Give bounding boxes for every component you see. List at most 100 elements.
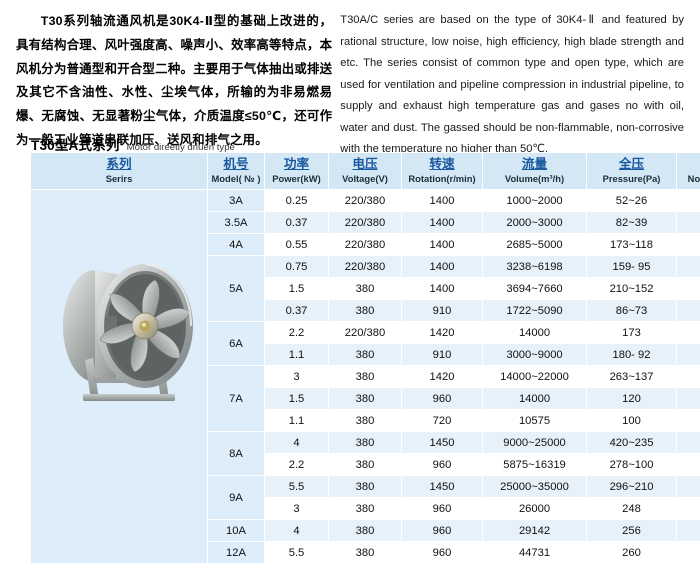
cell-model: 12A bbox=[208, 542, 265, 564]
cell-volume: 14000 bbox=[483, 388, 587, 410]
cell-voltage: 220/380 bbox=[329, 322, 402, 344]
cell-pressure: 210~152 bbox=[587, 278, 677, 300]
cell-power: 2.2 bbox=[265, 454, 329, 476]
cell-rotation: 1450 bbox=[402, 432, 483, 454]
cell-model: 7A bbox=[208, 366, 265, 432]
cell-pressure: 278~100 bbox=[587, 454, 677, 476]
cell-power: 0.75 bbox=[265, 256, 329, 278]
cell-pressure: 420~235 bbox=[587, 432, 677, 454]
column-header-voltage: 电压 Voltage(V) bbox=[329, 153, 402, 190]
cell-rotation: 1400 bbox=[402, 190, 483, 212]
column-header-volume: 流量 Volume(m³/h) bbox=[483, 153, 587, 190]
cell-volume: 1000~2000 bbox=[483, 190, 587, 212]
column-header-series: 系列 Serirs bbox=[31, 153, 208, 190]
cell-rotation: 1450 bbox=[402, 476, 483, 498]
cell-power: 1.1 bbox=[265, 410, 329, 432]
column-header-pressure: 全压 Pressure(Pa) bbox=[587, 153, 677, 190]
header-cn: 噪声 bbox=[677, 157, 700, 172]
spec-table-head: 系列 Serirs 机号 Model( № ) 功率 Power(kW) 电压 … bbox=[31, 153, 700, 190]
cell-noise: ≤ 73 bbox=[677, 300, 700, 322]
cell-noise: ≤ 79 bbox=[677, 278, 700, 300]
cell-power: 3 bbox=[265, 366, 329, 388]
cell-pressure: 120 bbox=[587, 388, 677, 410]
cell-rotation: 1400 bbox=[402, 256, 483, 278]
cell-pressure: 100 bbox=[587, 410, 677, 432]
spec-table: 系列 Serirs 机号 Model( № ) 功率 Power(kW) 电压 … bbox=[30, 152, 700, 564]
cell-voltage: 220/380 bbox=[329, 256, 402, 278]
header-en: Noise dB(A) bbox=[677, 173, 700, 185]
cell-model: 8A bbox=[208, 432, 265, 476]
cell-power: 1.1 bbox=[265, 344, 329, 366]
header-cn: 转速 bbox=[402, 157, 482, 172]
cell-power: 1.5 bbox=[265, 278, 329, 300]
header-cn: 全压 bbox=[587, 157, 676, 172]
series-name-english: Motor direetly driuen type bbox=[31, 379, 207, 391]
cell-power: 0.25 bbox=[265, 190, 329, 212]
intro-text-english: T30A/C series are based on the type of 3… bbox=[340, 10, 684, 161]
cell-volume: 2000~3000 bbox=[483, 212, 587, 234]
cell-volume: 2685~5000 bbox=[483, 234, 587, 256]
cell-rotation: 960 bbox=[402, 388, 483, 410]
cell-voltage: 380 bbox=[329, 542, 402, 564]
column-header-model: 机号 Model( № ) bbox=[208, 153, 265, 190]
header-cn: 流量 bbox=[483, 157, 586, 172]
cell-power: 5.5 bbox=[265, 476, 329, 498]
column-header-power: 功率 Power(kW) bbox=[265, 153, 329, 190]
cell-pressure: 248 bbox=[587, 498, 677, 520]
cell-pressure: 159- 95 bbox=[587, 256, 677, 278]
cell-model: 6A bbox=[208, 322, 265, 366]
cell-voltage: 380 bbox=[329, 300, 402, 322]
cell-volume: 1722~5090 bbox=[483, 300, 587, 322]
cell-voltage: 380 bbox=[329, 366, 402, 388]
cell-rotation: 960 bbox=[402, 498, 483, 520]
header-cn: 功率 bbox=[265, 157, 328, 172]
cell-rotation: 960 bbox=[402, 542, 483, 564]
cell-model: 5A bbox=[208, 256, 265, 322]
cell-voltage: 380 bbox=[329, 388, 402, 410]
cell-rotation: 960 bbox=[402, 454, 483, 476]
cell-pressure: 260 bbox=[587, 542, 677, 564]
cell-pressure: 180- 92 bbox=[587, 344, 677, 366]
header-en: Serirs bbox=[31, 173, 207, 185]
cell-rotation: 910 bbox=[402, 300, 483, 322]
cell-pressure: 263~137 bbox=[587, 366, 677, 388]
cell-volume: 44731 bbox=[483, 542, 587, 564]
header-en: Pressure(Pa) bbox=[587, 173, 676, 185]
header-cn: 电压 bbox=[329, 157, 401, 172]
header-row: 系列 Serirs 机号 Model( № ) 功率 Power(kW) 电压 … bbox=[31, 153, 700, 190]
cell-voltage: 220/380 bbox=[329, 190, 402, 212]
cell-pressure: 86~73 bbox=[587, 300, 677, 322]
cell-voltage: 220/380 bbox=[329, 212, 402, 234]
cell-rotation: 1400 bbox=[402, 212, 483, 234]
cell-rotation: 1400 bbox=[402, 278, 483, 300]
cell-volume: 3000~9000 bbox=[483, 344, 587, 366]
cell-noise: ≤ 62 bbox=[677, 190, 700, 212]
column-header-rotation: 转速 Rotation(r/min) bbox=[402, 153, 483, 190]
cell-rotation: 910 bbox=[402, 344, 483, 366]
cell-noise: ≤ 78 bbox=[677, 410, 700, 432]
cell-volume: 14000~22000 bbox=[483, 366, 587, 388]
header-en: Volume(m³/h) bbox=[483, 173, 586, 185]
table-title: T30型A式系列 Motor direetly driuen type bbox=[31, 134, 235, 154]
cell-pressure: 52~26 bbox=[587, 190, 677, 212]
cell-volume: 5875~16319 bbox=[483, 454, 587, 476]
cell-pressure: 173~118 bbox=[587, 234, 677, 256]
header-en: Model( № ) bbox=[208, 173, 264, 185]
cell-noise: ≤ 68 bbox=[677, 212, 700, 234]
cell-noise: ≤ 84 bbox=[677, 322, 700, 344]
cell-rotation: 1420 bbox=[402, 366, 483, 388]
cell-voltage: 380 bbox=[329, 344, 402, 366]
cell-noise: ≤ 89 bbox=[677, 520, 700, 542]
cell-noise: ≤ 89 bbox=[677, 432, 700, 454]
cell-noise: ≤ 74 bbox=[677, 234, 700, 256]
cell-noise: ≤ 80 bbox=[677, 388, 700, 410]
cell-voltage: 380 bbox=[329, 432, 402, 454]
cell-noise: ≤ 88 bbox=[677, 498, 700, 520]
cell-model: 3.5A bbox=[208, 212, 265, 234]
series-name-chinese: T30型A式 bbox=[31, 362, 207, 378]
cell-noise: ≤ 76 bbox=[677, 344, 700, 366]
cell-power: 0.37 bbox=[265, 212, 329, 234]
header-en: Voltage(V) bbox=[329, 173, 401, 185]
cell-noise: ≤ 76 bbox=[677, 256, 700, 278]
